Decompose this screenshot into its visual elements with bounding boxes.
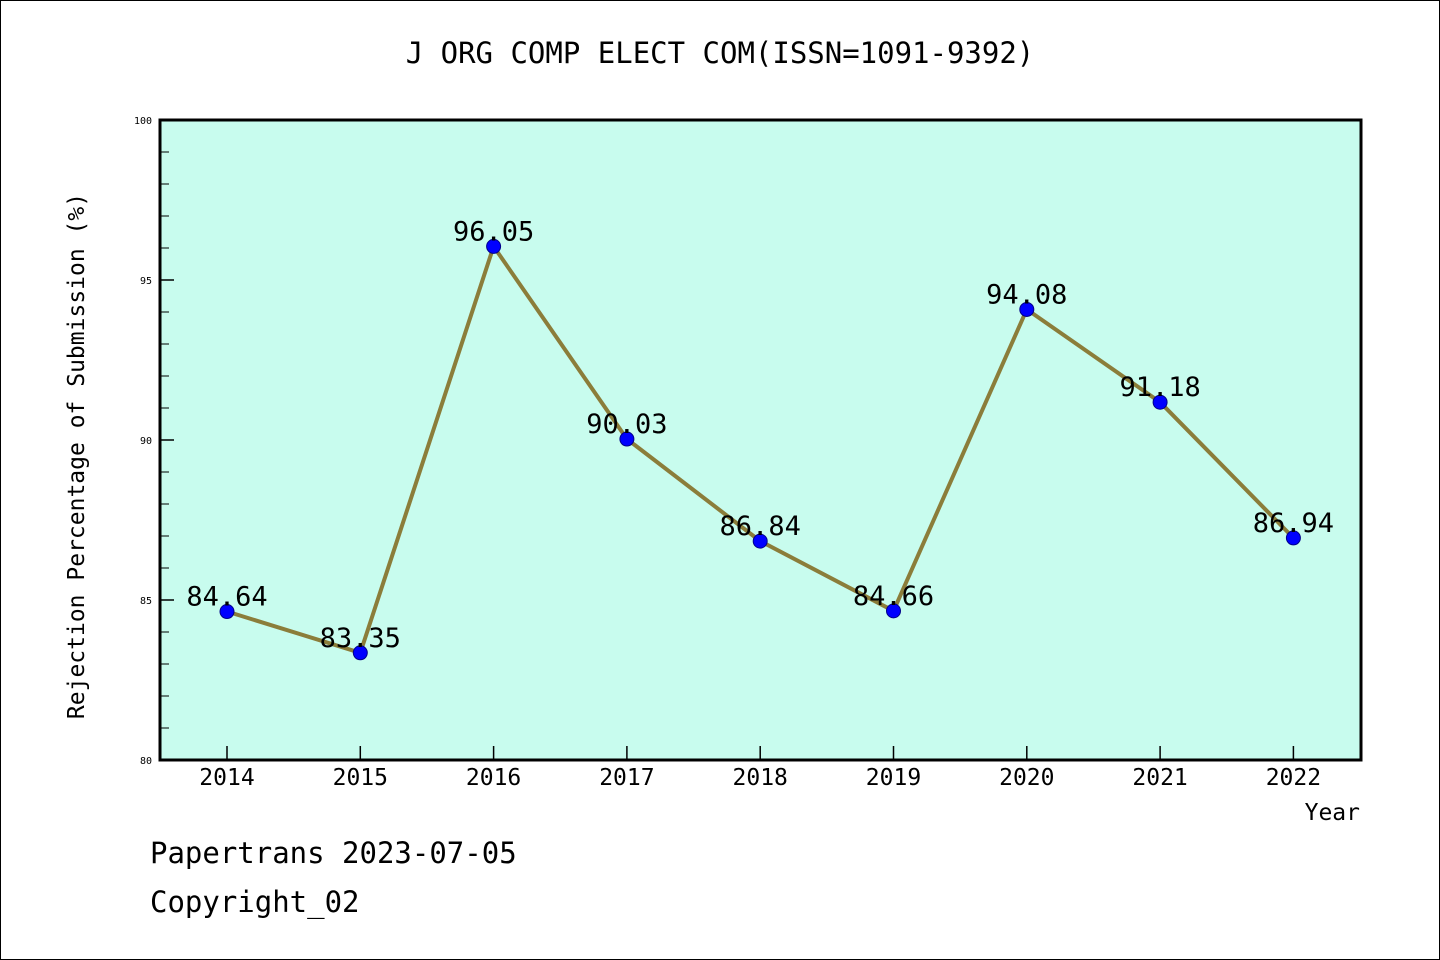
footer-date-text: Papertrans 2023-07-05	[150, 836, 517, 870]
y-axis-label: Rejection Percentage of Submission (%)	[64, 193, 90, 719]
data-point-marker	[352, 645, 368, 661]
data-value-label: 83.35	[320, 623, 401, 654]
data-value-label: 96.05	[453, 216, 534, 247]
y-tick-label: 95	[140, 276, 152, 287]
data-value-labels: 84.64 83.35 96.05 90.03 86.84 84.66 94.08 91.18…	[186, 216, 1334, 653]
data-point-marker	[886, 603, 901, 619]
x-tick-label: 2020	[999, 765, 1054, 791]
x-tick-label: 2019	[866, 765, 921, 791]
footer-copyright-text: Copyright_02	[150, 885, 360, 919]
data-point-marker	[1285, 530, 1301, 546]
data-markers	[219, 238, 1301, 661]
data-point-marker	[752, 533, 768, 549]
plot-border	[158, 118, 1363, 762]
data-point-marker	[1152, 394, 1168, 410]
y-tick-label: 80	[140, 756, 152, 767]
x-tick-label: 2014	[199, 765, 254, 791]
data-value-label: 86.84	[720, 511, 801, 542]
x-tick-label: 2017	[599, 765, 654, 791]
x-axis-label: Year	[1305, 800, 1360, 826]
data-value-label: 86.94	[1253, 508, 1334, 539]
data-point-marker	[619, 431, 635, 447]
y-tick-label: 85	[140, 596, 152, 607]
data-point-marker	[219, 604, 235, 620]
x-tick-label: 2016	[466, 765, 521, 791]
plot-area	[160, 120, 1361, 760]
data-point-marker	[1019, 301, 1035, 317]
x-tick-label: 2015	[333, 765, 388, 791]
y-tick-label: 100	[134, 116, 152, 127]
x-axis-ticks: 2014 2015 2016 2017 2018 2019 2020 2021 2022	[199, 746, 1321, 791]
data-value-label: 84.66	[853, 581, 934, 612]
x-tick-label: 2021	[1132, 765, 1187, 791]
x-tick-label: 2022	[1266, 765, 1321, 791]
data-value-label: 90.03	[586, 409, 667, 440]
x-tick-label: 2018	[733, 765, 788, 791]
data-value-label: 94.08	[986, 279, 1067, 310]
data-value-label: 84.64	[186, 582, 267, 613]
chart-title: J ORG COMP ELECT COM(ISSN=1091-9392)	[405, 36, 1035, 70]
data-value-label: 91.18	[1119, 372, 1200, 403]
data-point-marker	[486, 238, 502, 254]
y-tick-label: 90	[140, 436, 152, 447]
